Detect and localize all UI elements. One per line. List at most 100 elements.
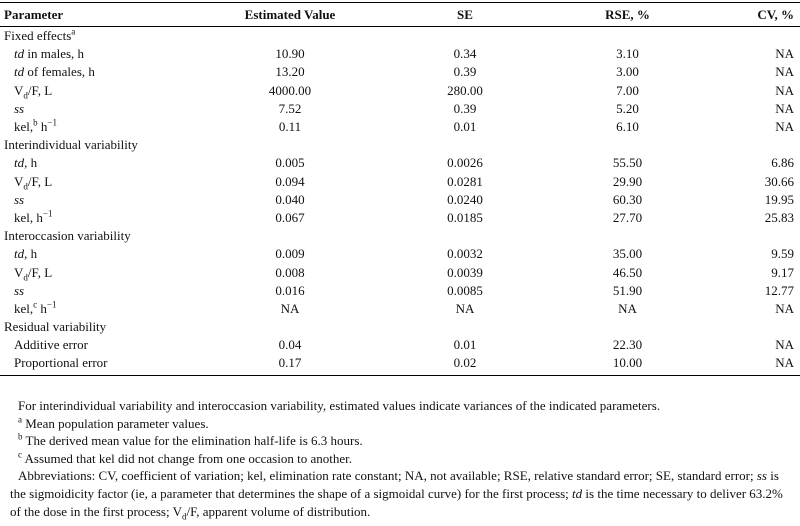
value-cell: 9.17 <box>771 264 794 280</box>
parameter-label: kel,b h−1 <box>0 118 200 136</box>
section-title: Interindividual variability <box>0 136 800 154</box>
data-row: td in males, h 10.90 0.34 3.10 NA <box>0 45 800 63</box>
parameter-label: td in males, h <box>0 45 200 63</box>
value-cell: 0.39 <box>453 64 477 80</box>
table-notes: For interindividual variability and inte… <box>0 397 790 521</box>
text-run: −1 <box>42 208 53 219</box>
text-run: V <box>14 173 24 189</box>
data-row: kel,c h−1 NA NA NA NA <box>0 300 800 318</box>
value-cell: 4000.00 <box>268 82 312 98</box>
value-cell: NA <box>775 64 794 80</box>
text-run: Assumed that kel did not change from one… <box>22 450 352 466</box>
text-run: V <box>14 264 24 280</box>
value-cell: 29.90 <box>612 173 643 189</box>
text-run: ss <box>14 100 25 116</box>
text-run: d <box>23 90 28 101</box>
value-cell: NA <box>775 46 794 62</box>
value-cell: 0.008 <box>275 264 305 280</box>
parameter-label: td, h <box>0 245 200 263</box>
note: Abbreviations: CV, coefficient of variat… <box>0 467 790 520</box>
column-header: SE <box>380 2 550 27</box>
section-title: Residual variability <box>0 318 800 336</box>
text-run: Mean population parameter values. <box>22 415 209 431</box>
parameter-label: ss <box>0 100 200 118</box>
text-run: is the sigmoidicity factor (ie, a parame… <box>10 468 779 501</box>
text-run: /F, L <box>27 82 53 98</box>
parameter-label: Vd/F, L <box>0 82 200 100</box>
text-run: td <box>14 246 25 262</box>
note: b The derived mean value for the elimina… <box>0 432 790 450</box>
text-run: a <box>71 26 76 37</box>
value-cell: 0.0026 <box>447 155 483 171</box>
value-cell: 0.005 <box>275 155 305 171</box>
value-cell: 280.00 <box>447 82 483 98</box>
data-row: kel, h−1 0.067 0.0185 27.70 25.83 <box>0 209 800 227</box>
text-run: −1 <box>47 117 57 128</box>
value-cell: 19.95 <box>764 191 794 207</box>
text-run: h <box>37 119 48 135</box>
value-cell: 0.11 <box>278 119 302 135</box>
value-cell: 0.0085 <box>447 282 483 298</box>
value-cell: 12.77 <box>764 282 794 298</box>
column-header: Estimated Value <box>200 2 380 27</box>
table-body: Fixed effectsa td in males, h 10.90 0.34 3.1… <box>0 27 800 376</box>
text-run: d <box>23 272 28 283</box>
section-row: Residual variability <box>0 318 800 336</box>
text-run: /F, L <box>27 173 53 189</box>
value-cell: 7.00 <box>616 82 639 98</box>
value-cell: 0.016 <box>275 282 305 298</box>
text-run: kel, h <box>14 209 43 225</box>
text-run: Additive error <box>14 337 89 353</box>
parameter-label: td of females, h <box>0 63 200 81</box>
value-cell: NA <box>280 300 300 316</box>
data-row: Vd/F, L 4000.00 280.00 7.00 NA <box>0 82 800 100</box>
value-cell: NA <box>705 354 800 376</box>
text-run: ss <box>756 468 767 484</box>
text-run: Residual variability <box>4 319 107 335</box>
value-cell: 27.70 <box>612 209 643 225</box>
value-cell: 0.02 <box>380 354 550 376</box>
data-row: td, h 0.005 0.0026 55.50 6.86 <box>0 154 800 172</box>
value-cell: 6.10 <box>616 119 639 135</box>
text-run: td <box>14 64 25 80</box>
text-run: /F, L <box>27 264 53 280</box>
value-cell: 25.83 <box>764 209 794 225</box>
value-cell: 3.00 <box>616 64 639 80</box>
value-cell: 0.17 <box>200 354 380 376</box>
text-run: −1 <box>46 299 57 310</box>
data-row: Proportional error 0.17 0.02 10.00 NA <box>0 354 800 376</box>
text-run: h <box>37 300 47 316</box>
parameter-label: Vd/F, L <box>0 173 200 191</box>
value-cell: 0.04 <box>278 337 302 353</box>
value-cell: NA <box>618 300 637 316</box>
text-run: V <box>14 82 24 98</box>
value-cell: 51.90 <box>612 282 643 298</box>
data-row: ss 0.016 0.0085 51.90 12.77 <box>0 282 800 300</box>
parameter-label: kel, h−1 <box>0 209 200 227</box>
text-run: Fixed effects <box>4 28 72 44</box>
value-cell: 0.009 <box>275 246 305 262</box>
parameter-table: Parameter Estimated Value SE RSE, % CV, % Fi… <box>0 2 800 376</box>
text-run: ss <box>14 191 25 207</box>
value-cell: 0.040 <box>275 191 305 207</box>
text-run: , h <box>24 155 38 171</box>
value-cell: 55.50 <box>612 155 643 171</box>
column-header: RSE, % <box>550 2 705 27</box>
value-cell: 35.00 <box>612 246 643 262</box>
parameter-label: kel,c h−1 <box>0 300 200 318</box>
value-cell: 7.52 <box>278 100 302 116</box>
data-row: Additive error 0.04 0.01 22.30 NA <box>0 336 800 354</box>
section-title: Interoccasion variability <box>0 227 800 245</box>
header-row: Parameter Estimated Value SE RSE, % CV, % <box>0 2 800 27</box>
section-row: Interindividual variability <box>0 136 800 154</box>
value-cell: 0.0039 <box>447 264 483 280</box>
text-run: d <box>181 511 187 522</box>
value-cell: 0.0032 <box>447 246 483 262</box>
column-header: CV, % <box>705 2 800 27</box>
text-run: For interindividual variability and inte… <box>18 398 661 413</box>
section-title: Fixed effectsa <box>0 27 800 46</box>
text-run: The derived mean value for the eliminati… <box>22 433 363 449</box>
value-cell: 3.10 <box>616 46 639 62</box>
value-cell: 6.86 <box>771 155 794 171</box>
